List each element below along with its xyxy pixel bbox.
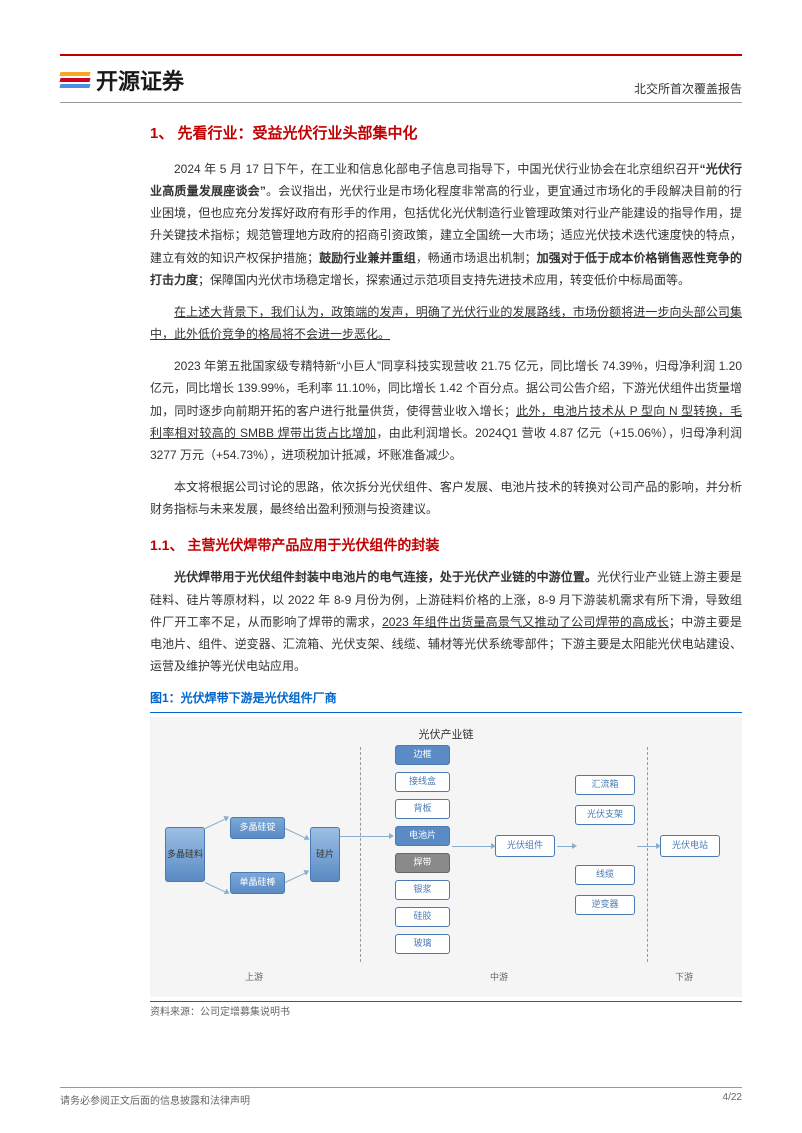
section-1-1-title: 1.1、 主营光伏焊带产品应用于光伏组件的封装 (150, 533, 742, 559)
section-1-title: 1、 先看行业：受益光伏行业头部集中化 (150, 120, 742, 148)
logo-bar-1 (59, 72, 90, 76)
node-plant: 光伏电站 (660, 835, 720, 857)
node-module: 光伏组件 (495, 835, 555, 857)
footer-page: 4/22 (723, 1092, 742, 1107)
arrow-5 (340, 836, 390, 837)
para-1: 2024 年 5 月 17 日下午，在工业和信息化部电子信息司指导下，中国光伏行… (150, 158, 742, 291)
node-wafer: 硅片 (310, 827, 340, 882)
node-combiner: 汇流箱 (575, 775, 635, 795)
node-ribbon: 焊带 (395, 853, 450, 873)
p5-text-c: 2023 年组件出货量高景气又推动了公司焊带的高成长 (382, 615, 669, 629)
node-inverter: 逆变器 (575, 895, 635, 915)
node-paste: 银浆 (395, 880, 450, 900)
node-cell: 电池片 (395, 826, 450, 846)
report-type: 北交所首次覆盖报告 (634, 80, 742, 97)
header-bottom-line (60, 102, 742, 103)
p1-text-g: ；保障国内光伏市场稳定增长，探索通过示范项目支持先进技术应用，转变低价中标局面等… (198, 273, 690, 287)
chain-title: 光伏产业链 (419, 725, 474, 745)
p1-text-a: 2024 年 5 月 17 日下午，在工业和信息化部电子信息司指导下，中国光伏行… (174, 162, 700, 176)
divider-2 (647, 747, 648, 962)
header-top-line (60, 54, 742, 56)
footer: 请务必参阅正文后面的信息披露和法律声明 4/22 (60, 1087, 742, 1107)
arrow-4 (285, 872, 306, 883)
p1-text-e: ，畅通市场退出机制； (416, 251, 537, 265)
logo-text: 开源证券 (96, 64, 184, 96)
figure-1-title: 图1：光伏焊带下游是光伏组件厂商 (150, 687, 742, 712)
node-polysilicon: 多晶硅料 (165, 827, 205, 882)
label-midstream: 中游 (490, 969, 508, 986)
logo-bar-2 (59, 78, 90, 82)
para-2: 在上述大背景下，我们认为，政策端的发声，明确了光伏行业的发展路线，市场份额将进一… (150, 301, 742, 345)
node-mount: 光伏支架 (575, 805, 635, 825)
node-frame: 边框 (395, 745, 450, 765)
node-jbox: 接线盒 (395, 772, 450, 792)
arrow-6 (452, 846, 492, 847)
node-mono-rod: 单晶硅棒 (230, 872, 285, 894)
node-glass: 玻璃 (395, 934, 450, 954)
content-area: 1、 先看行业：受益光伏行业头部集中化 2024 年 5 月 17 日下午，在工… (150, 120, 742, 1022)
logo-bar-3 (59, 84, 90, 88)
p2-text: 在上述大背景下，我们认为，政策端的发声，明确了光伏行业的发展路线，市场份额将进一… (150, 305, 742, 341)
para-3: 2023 年第五批国家级专精特新“小巨人”同享科技实现营收 21.75 亿元，同… (150, 355, 742, 466)
node-cable: 线缆 (575, 865, 635, 885)
footer-disclaimer: 请务必参阅正文后面的信息披露和法律声明 (60, 1092, 250, 1107)
p1-text-d: 鼓励行业兼并重组 (319, 251, 416, 265)
label-downstream: 下游 (675, 969, 693, 986)
p5-text-a: 光伏焊带用于光伏组件封装中电池片的电气连接，处于光伏产业链的中游位置。 (174, 570, 597, 584)
logo-icon (60, 65, 90, 95)
arrow-2 (205, 882, 226, 893)
arrow-1 (205, 818, 226, 829)
para-5: 光伏焊带用于光伏组件封装中电池片的电气连接，处于光伏产业链的中游位置。光伏行业产… (150, 566, 742, 677)
arrow-3 (285, 828, 306, 839)
label-upstream: 上游 (245, 969, 263, 986)
logo: 开源证券 (60, 64, 184, 96)
node-backsheet: 背板 (395, 799, 450, 819)
figure-1-source: 资料来源：公司定增募集说明书 (150, 1001, 742, 1023)
arrow-7 (557, 846, 573, 847)
divider-1 (360, 747, 361, 962)
node-silicone: 硅胶 (395, 907, 450, 927)
node-poly-ingot: 多晶硅锭 (230, 817, 285, 839)
figure-1-diagram: 光伏产业链 多晶硅料 多晶硅锭 单晶硅棒 硅片 边框 接线盒 背板 电池片 焊带… (150, 717, 742, 997)
para-4: 本文将根据公司讨论的思路，依次拆分光伏组件、客户发展、电池片技术的转换对公司产品… (150, 476, 742, 520)
